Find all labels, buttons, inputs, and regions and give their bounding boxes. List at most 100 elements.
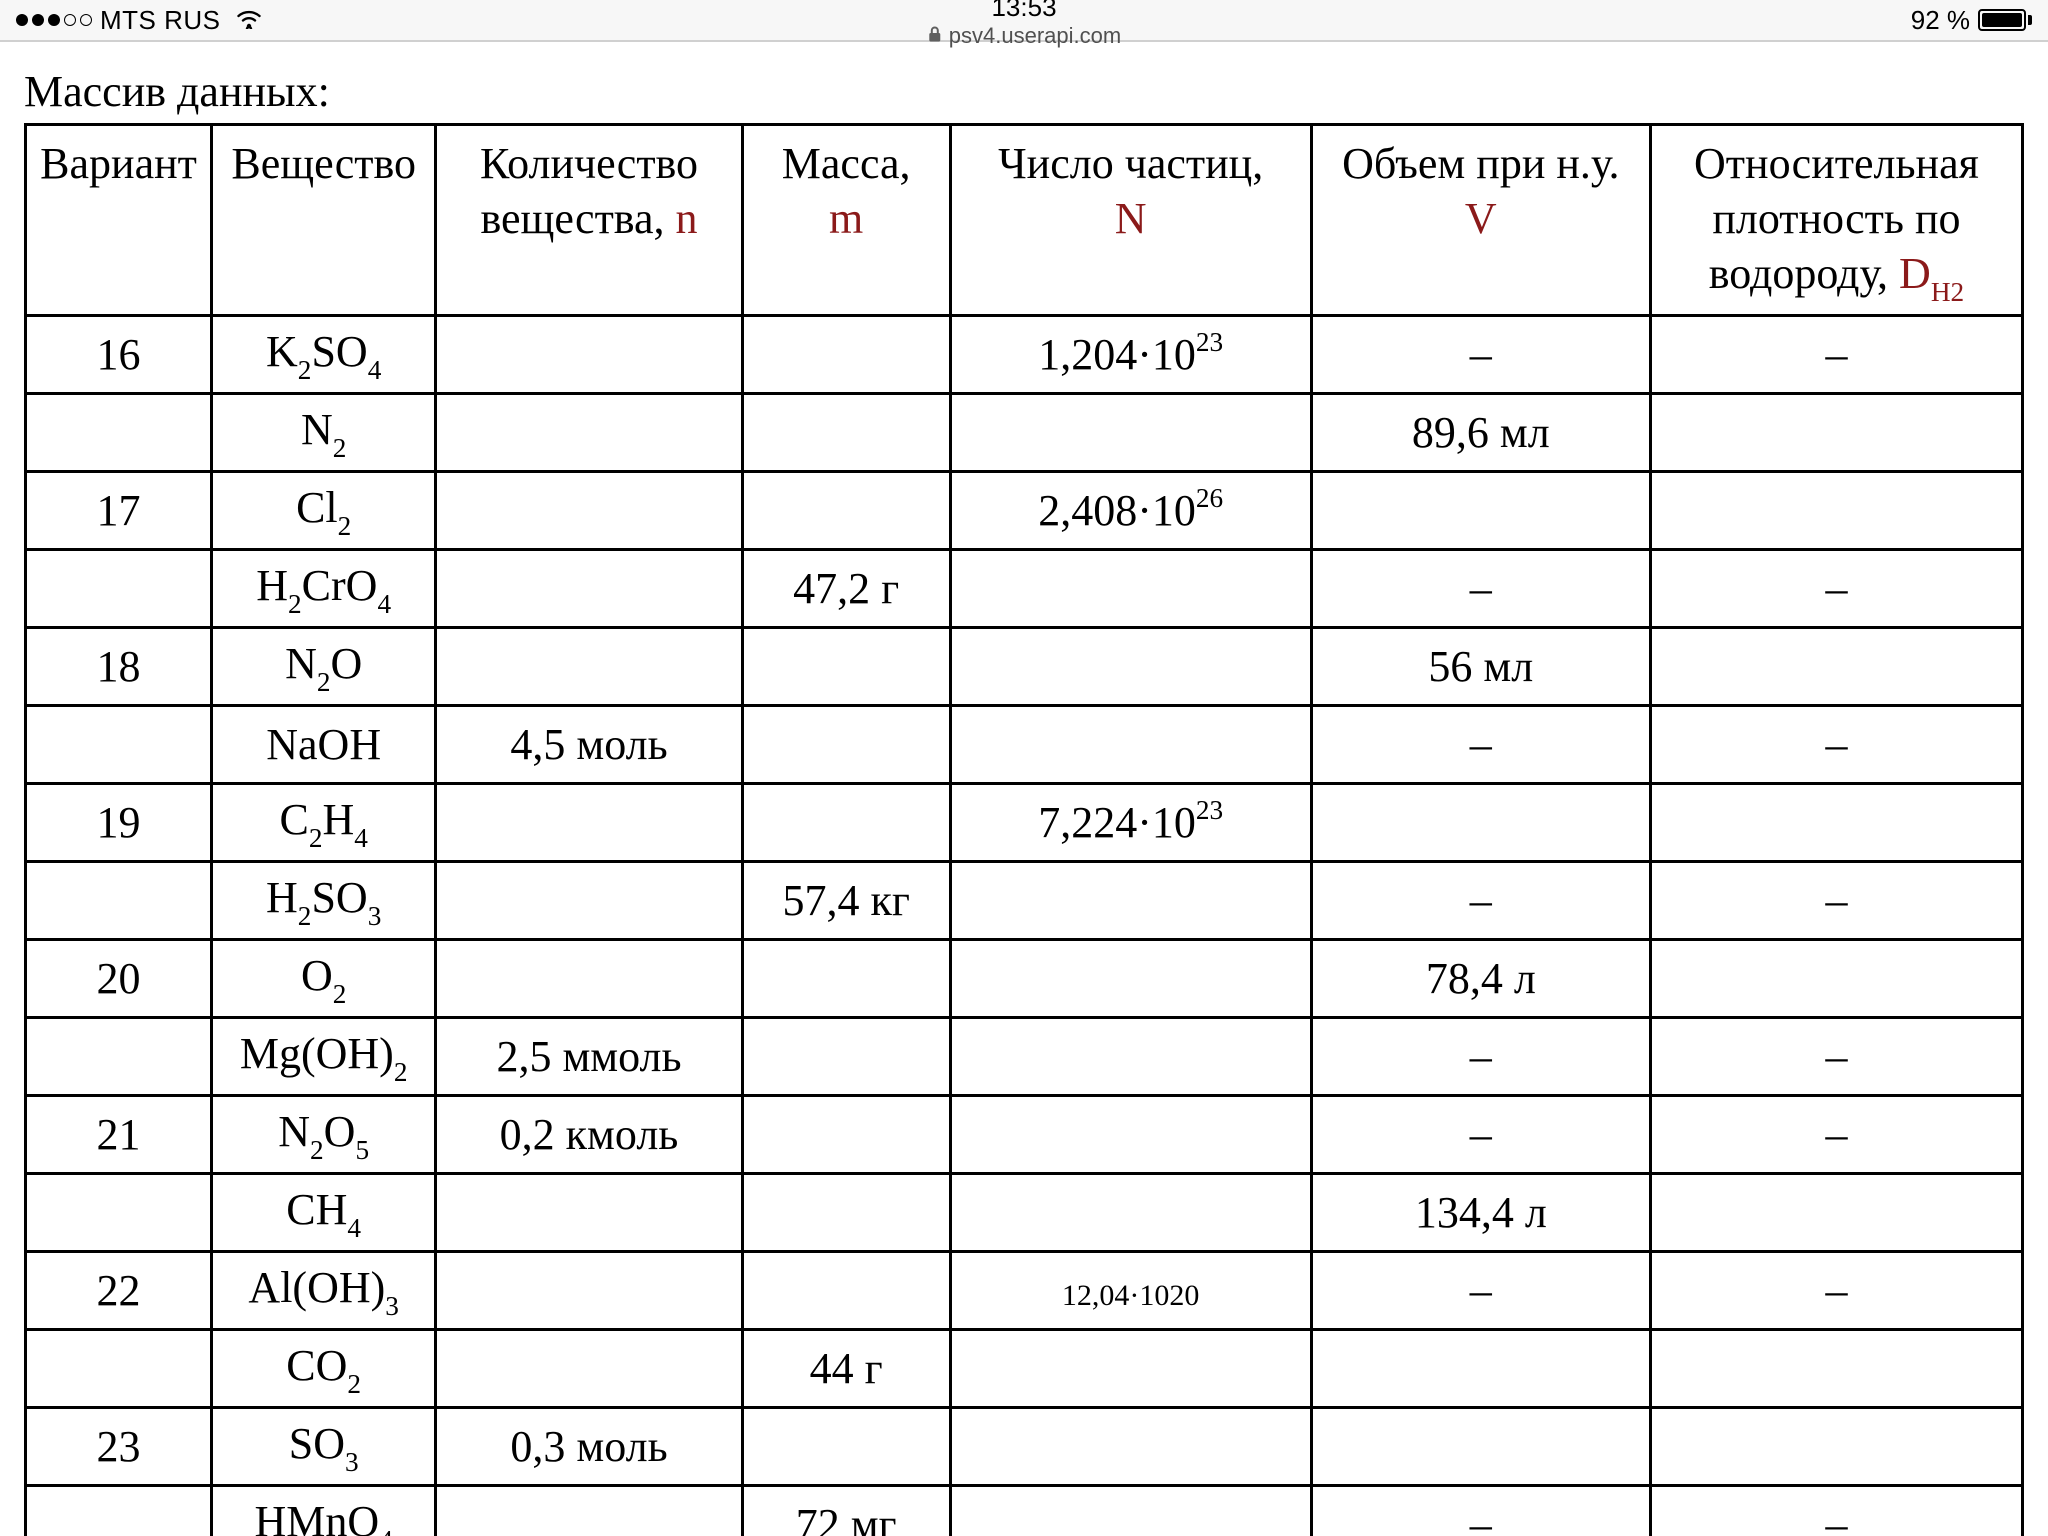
cell-m xyxy=(742,393,950,471)
status-bar: MTS RUS 13:53 psv4.userapi.com 92 % xyxy=(0,0,2048,40)
table-row: 17Cl22,408·1026 xyxy=(26,471,2023,549)
table-row: 20O2 78,4 л xyxy=(26,939,2023,1017)
cell-m xyxy=(742,1095,950,1173)
lock-icon xyxy=(927,23,943,49)
cell-m xyxy=(742,315,950,393)
cell-n xyxy=(436,315,742,393)
battery-percent: 92 % xyxy=(1911,5,1970,36)
cell-variant xyxy=(26,393,212,471)
table-row: 23SO30,3 моль xyxy=(26,1407,2023,1485)
cell-particles xyxy=(950,627,1311,705)
table-row: 16K2SO41,204·1023–– xyxy=(26,315,2023,393)
cell-density: – xyxy=(1650,1017,2022,1095)
cell-m xyxy=(742,705,950,783)
cell-volume: – xyxy=(1311,315,1650,393)
cell-m xyxy=(742,1173,950,1251)
cell-volume: – xyxy=(1311,705,1650,783)
cell-n: 0,2 кмоль xyxy=(436,1095,742,1173)
cell-particles xyxy=(950,1329,1311,1407)
cell-density xyxy=(1650,1329,2022,1407)
cell-n xyxy=(436,1251,742,1329)
table-row: CH4134,4 л xyxy=(26,1173,2023,1251)
cell-volume: – xyxy=(1311,1017,1650,1095)
cell-m xyxy=(742,471,950,549)
col-header-variant: Вариант xyxy=(26,125,212,316)
cell-n xyxy=(436,549,742,627)
cell-n xyxy=(436,861,742,939)
cell-volume: 134,4 л xyxy=(1311,1173,1650,1251)
cell-density xyxy=(1650,939,2022,1017)
url-bar[interactable]: psv4.userapi.com xyxy=(927,23,1121,49)
cell-n xyxy=(436,393,742,471)
cell-density xyxy=(1650,783,2022,861)
cell-density xyxy=(1650,1407,2022,1485)
cell-particles xyxy=(950,939,1311,1017)
cell-density: – xyxy=(1650,705,2022,783)
cell-m: 47,2 г xyxy=(742,549,950,627)
cell-substance: O2 xyxy=(212,939,436,1017)
cell-variant xyxy=(26,549,212,627)
cell-substance: CO2 xyxy=(212,1329,436,1407)
status-right: 92 % xyxy=(1911,5,2032,36)
cell-particles xyxy=(950,705,1311,783)
cell-volume: – xyxy=(1311,549,1650,627)
cell-variant: 22 xyxy=(26,1251,212,1329)
cell-variant xyxy=(26,705,212,783)
cell-m xyxy=(742,1251,950,1329)
cell-particles: 7,224·1023 xyxy=(950,783,1311,861)
cell-m xyxy=(742,1407,950,1485)
cell-m xyxy=(742,939,950,1017)
status-center: 13:53 psv4.userapi.com xyxy=(927,0,1121,49)
table-row: 21N2O50,2 кмоль–– xyxy=(26,1095,2023,1173)
table-row: HMnO472 мг–– xyxy=(26,1485,2023,1536)
cell-particles xyxy=(950,1173,1311,1251)
cell-substance: K2SO4 xyxy=(212,315,436,393)
cell-n xyxy=(436,471,742,549)
cell-variant: 23 xyxy=(26,1407,212,1485)
cell-n xyxy=(436,627,742,705)
url-text: psv4.userapi.com xyxy=(949,23,1121,49)
cell-density xyxy=(1650,471,2022,549)
cell-m xyxy=(742,627,950,705)
cell-particles xyxy=(950,1095,1311,1173)
cell-variant xyxy=(26,1173,212,1251)
table-row: CO244 г xyxy=(26,1329,2023,1407)
table-row: 19C2H47,224·1023 xyxy=(26,783,2023,861)
cell-substance: SO3 xyxy=(212,1407,436,1485)
cell-n xyxy=(436,1485,742,1536)
table-header-row: Вариант Вещество Количество вещества, n … xyxy=(26,125,2023,316)
table-row: Mg(OH)22,5 ммоль–– xyxy=(26,1017,2023,1095)
cell-m: 57,4 кг xyxy=(742,861,950,939)
cell-particles xyxy=(950,393,1311,471)
cell-density: – xyxy=(1650,315,2022,393)
cell-variant: 18 xyxy=(26,627,212,705)
page-content: Массив данных: Вариант Вещество Количест… xyxy=(0,42,2048,1536)
cell-m: 72 мг xyxy=(742,1485,950,1536)
cell-n: 2,5 ммоль xyxy=(436,1017,742,1095)
cell-m xyxy=(742,783,950,861)
cell-variant: 19 xyxy=(26,783,212,861)
cell-density xyxy=(1650,627,2022,705)
cell-variant: 20 xyxy=(26,939,212,1017)
cell-n: 4,5 моль xyxy=(436,705,742,783)
page-title: Массив данных: xyxy=(24,66,2024,117)
cell-volume: 78,4 л xyxy=(1311,939,1650,1017)
clock: 13:53 xyxy=(927,0,1121,23)
cell-particles xyxy=(950,861,1311,939)
cell-substance: N2O xyxy=(212,627,436,705)
cell-n xyxy=(436,1173,742,1251)
col-header-particles: Число частиц,N xyxy=(950,125,1311,316)
cell-density: – xyxy=(1650,1485,2022,1536)
cell-particles xyxy=(950,549,1311,627)
cell-variant: 16 xyxy=(26,315,212,393)
cell-volume: – xyxy=(1311,1095,1650,1173)
cell-volume: 89,6 мл xyxy=(1311,393,1650,471)
cell-density xyxy=(1650,1173,2022,1251)
table-row: N289,6 мл xyxy=(26,393,2023,471)
table-row: H2CrO447,2 г–– xyxy=(26,549,2023,627)
cell-variant xyxy=(26,1017,212,1095)
cell-substance: N2O5 xyxy=(212,1095,436,1173)
cell-particles: 1,204·1023 xyxy=(950,315,1311,393)
cell-substance: NaOH xyxy=(212,705,436,783)
cell-density xyxy=(1650,393,2022,471)
